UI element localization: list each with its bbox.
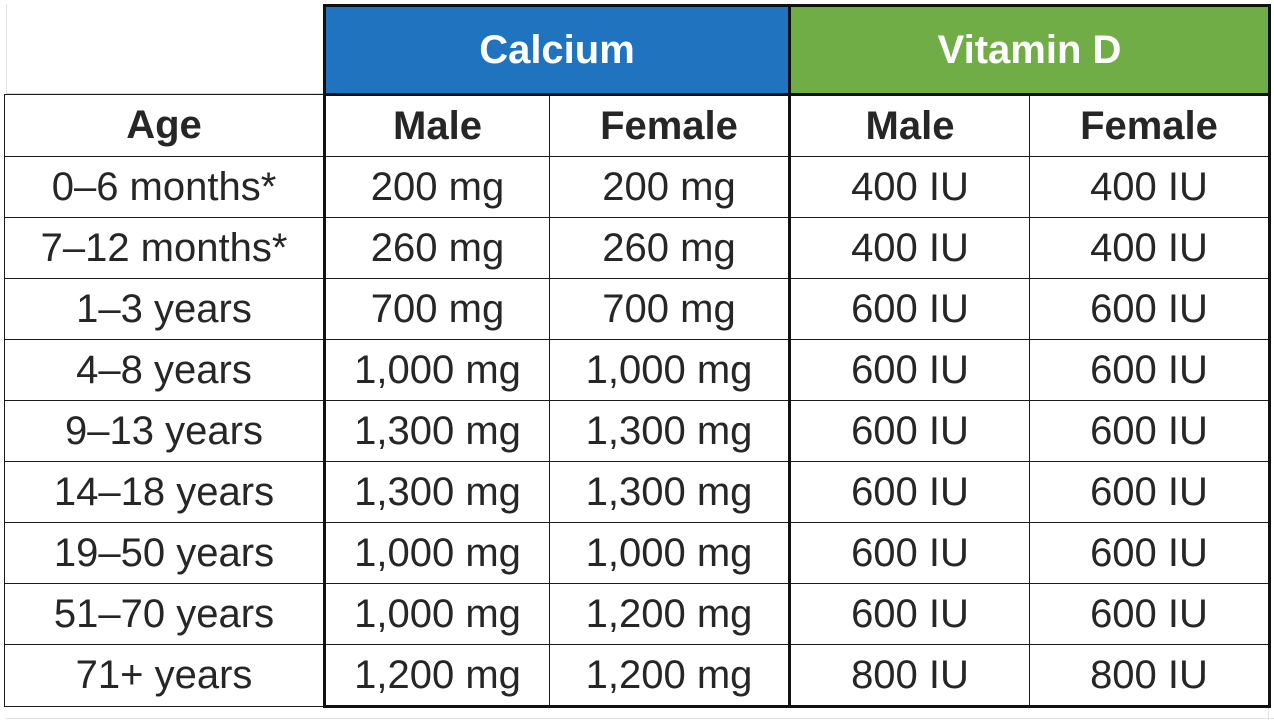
group-header-row: Calcium Vitamin D: [5, 4, 1271, 96]
calcium-male-cell[interactable]: 1,000 mg: [323, 583, 550, 645]
age-cell[interactable]: 7–12 months*: [4, 217, 325, 279]
calcium-vitamin-d-table: Calcium Vitamin D Age Male Female Male F…: [4, 4, 1271, 708]
vitamin-d-male-cell[interactable]: 600 IU: [789, 400, 1030, 462]
calcium-female-header[interactable]: Female: [549, 94, 791, 157]
calcium-male-cell[interactable]: 1,200 mg: [323, 644, 550, 708]
vitamin-d-female-cell[interactable]: 600 IU: [1029, 583, 1271, 645]
table-row: 9–13 years 1,300 mg 1,300 mg 600 IU 600 IU: [4, 400, 1271, 462]
age-cell[interactable]: 9–13 years: [4, 400, 325, 462]
calcium-male-cell[interactable]: 1,300 mg: [323, 461, 550, 523]
vitamin-d-female-cell[interactable]: 400 IU: [1029, 156, 1271, 218]
calcium-male-cell[interactable]: 260 mg: [323, 217, 550, 279]
calcium-female-cell[interactable]: 1,300 mg: [549, 400, 791, 462]
age-cell[interactable]: 0–6 months*: [4, 156, 325, 218]
calcium-female-cell[interactable]: 1,300 mg: [549, 461, 791, 523]
vitamin-d-male-header[interactable]: Male: [789, 94, 1030, 157]
table-row: 1–3 years 700 mg 700 mg 600 IU 600 IU: [4, 278, 1271, 340]
column-header-row: Age Male Female Male Female: [4, 94, 1271, 157]
vitamin-d-female-cell[interactable]: 600 IU: [1029, 522, 1271, 584]
vitamin-d-male-cell[interactable]: 600 IU: [789, 461, 1030, 523]
table-row: 71+ years 1,200 mg 1,200 mg 800 IU 800 IU: [4, 644, 1271, 708]
age-cell[interactable]: 14–18 years: [4, 461, 325, 523]
vitamin-d-male-cell[interactable]: 600 IU: [789, 583, 1030, 645]
age-column-header[interactable]: Age: [4, 94, 325, 157]
calcium-female-cell[interactable]: 1,200 mg: [549, 583, 791, 645]
calcium-female-cell[interactable]: 700 mg: [549, 278, 791, 340]
table-row: 51–70 years 1,000 mg 1,200 mg 600 IU 600 IU: [4, 583, 1271, 645]
vitamin-d-female-cell[interactable]: 600 IU: [1029, 339, 1271, 401]
spreadsheet-gridline-bottom: [6, 718, 1274, 719]
table-row: 19–50 years 1,000 mg 1,000 mg 600 IU 600 IU: [4, 522, 1271, 584]
vitamin-d-male-cell[interactable]: 400 IU: [789, 217, 1030, 279]
vitamin-d-male-cell[interactable]: 400 IU: [789, 156, 1030, 218]
vitamin-d-female-cell[interactable]: 600 IU: [1029, 278, 1271, 340]
vitamin-d-group-header[interactable]: Vitamin D: [788, 4, 1271, 96]
calcium-male-cell[interactable]: 200 mg: [323, 156, 550, 218]
vitamin-d-female-cell[interactable]: 400 IU: [1029, 217, 1271, 279]
spreadsheet-corner-gridlines: [6, 4, 324, 94]
calcium-female-cell[interactable]: 1,200 mg: [549, 644, 791, 708]
vitamin-d-male-cell[interactable]: 600 IU: [789, 339, 1030, 401]
age-cell[interactable]: 4–8 years: [4, 339, 325, 401]
age-cell[interactable]: 19–50 years: [4, 522, 325, 584]
age-cell[interactable]: 1–3 years: [4, 278, 325, 340]
calcium-male-cell[interactable]: 1,300 mg: [323, 400, 550, 462]
calcium-male-cell[interactable]: 1,000 mg: [323, 522, 550, 584]
table-row: 7–12 months* 260 mg 260 mg 400 IU 400 IU: [4, 217, 1271, 279]
vitamin-d-female-cell[interactable]: 600 IU: [1029, 461, 1271, 523]
age-cell[interactable]: 51–70 years: [4, 583, 325, 645]
vitamin-d-male-cell[interactable]: 600 IU: [789, 278, 1030, 340]
vitamin-d-female-cell[interactable]: 600 IU: [1029, 400, 1271, 462]
calcium-female-cell[interactable]: 260 mg: [549, 217, 791, 279]
table-row: 14–18 years 1,300 mg 1,300 mg 600 IU 600 IU: [4, 461, 1271, 523]
vitamin-d-male-cell[interactable]: 600 IU: [789, 522, 1030, 584]
calcium-female-cell[interactable]: 200 mg: [549, 156, 791, 218]
vitamin-d-female-cell[interactable]: 800 IU: [1029, 644, 1271, 708]
calcium-male-cell[interactable]: 700 mg: [323, 278, 550, 340]
calcium-female-cell[interactable]: 1,000 mg: [549, 522, 791, 584]
empty-corner-cell: [5, 6, 325, 95]
vitamin-d-male-cell[interactable]: 800 IU: [789, 644, 1030, 708]
calcium-female-cell[interactable]: 1,000 mg: [549, 339, 791, 401]
table-row: 4–8 years 1,000 mg 1,000 mg 600 IU 600 IU: [4, 339, 1271, 401]
vitamin-d-female-header[interactable]: Female: [1029, 94, 1271, 157]
calcium-group-header[interactable]: Calcium: [323, 4, 791, 96]
table-row: 0–6 months* 200 mg 200 mg 400 IU 400 IU: [4, 156, 1271, 218]
calcium-male-header[interactable]: Male: [323, 94, 550, 157]
age-cell[interactable]: 71+ years: [4, 644, 325, 707]
calcium-male-cell[interactable]: 1,000 mg: [323, 339, 550, 401]
